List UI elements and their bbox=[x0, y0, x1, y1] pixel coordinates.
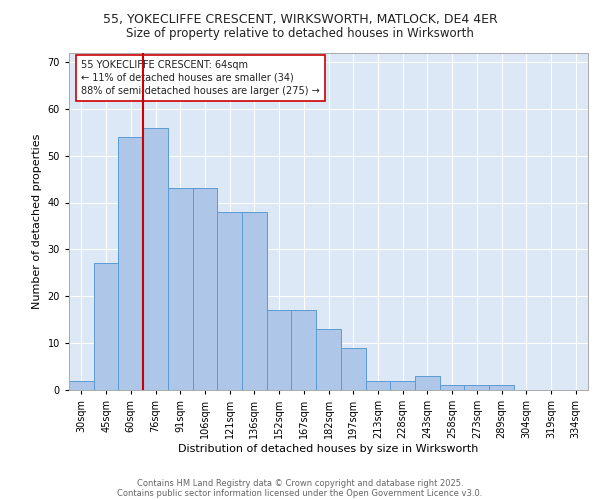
Bar bbox=[292, 310, 316, 390]
Bar bbox=[94, 264, 118, 390]
Bar bbox=[316, 329, 341, 390]
Bar bbox=[390, 380, 415, 390]
Text: 55 YOKECLIFFE CRESCENT: 64sqm
← 11% of detached houses are smaller (34)
88% of s: 55 YOKECLIFFE CRESCENT: 64sqm ← 11% of d… bbox=[82, 60, 320, 96]
Bar bbox=[489, 386, 514, 390]
Bar bbox=[143, 128, 168, 390]
Text: Contains public sector information licensed under the Open Government Licence v3: Contains public sector information licen… bbox=[118, 488, 482, 498]
Bar bbox=[242, 212, 267, 390]
Bar bbox=[341, 348, 365, 390]
Bar bbox=[365, 380, 390, 390]
Bar bbox=[217, 212, 242, 390]
Bar bbox=[118, 137, 143, 390]
Bar bbox=[193, 188, 217, 390]
Text: 55, YOKECLIFFE CRESCENT, WIRKSWORTH, MATLOCK, DE4 4ER: 55, YOKECLIFFE CRESCENT, WIRKSWORTH, MAT… bbox=[103, 12, 497, 26]
Bar bbox=[415, 376, 440, 390]
Bar bbox=[168, 188, 193, 390]
Bar bbox=[440, 386, 464, 390]
Text: Size of property relative to detached houses in Wirksworth: Size of property relative to detached ho… bbox=[126, 28, 474, 40]
Bar bbox=[464, 386, 489, 390]
Bar bbox=[267, 310, 292, 390]
Y-axis label: Number of detached properties: Number of detached properties bbox=[32, 134, 42, 309]
Bar bbox=[69, 380, 94, 390]
X-axis label: Distribution of detached houses by size in Wirksworth: Distribution of detached houses by size … bbox=[178, 444, 479, 454]
Text: Contains HM Land Registry data © Crown copyright and database right 2025.: Contains HM Land Registry data © Crown c… bbox=[137, 478, 463, 488]
